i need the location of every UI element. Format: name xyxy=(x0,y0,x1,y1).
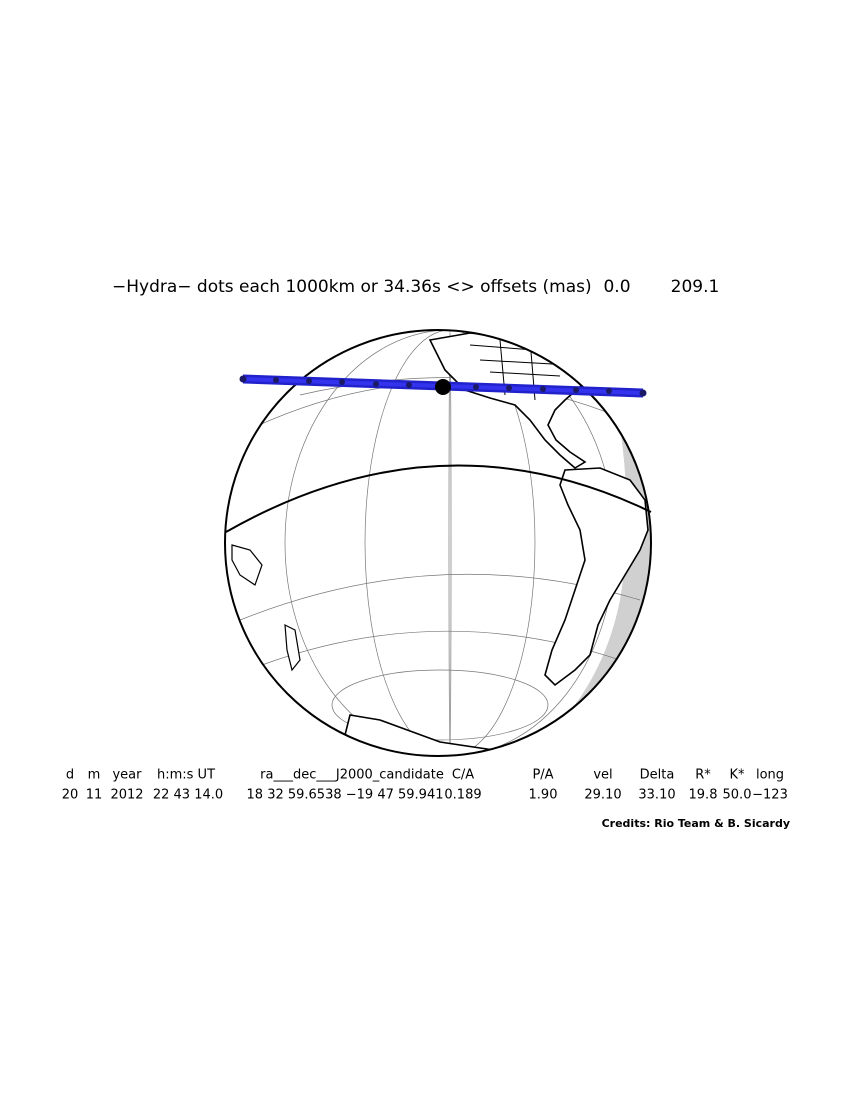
col: h:m:s UT xyxy=(157,768,215,783)
cell: 11 xyxy=(86,788,103,803)
col: C/A xyxy=(452,768,474,783)
cell: −123 xyxy=(752,788,788,803)
cell: 29.10 xyxy=(584,788,621,803)
shadow-path xyxy=(239,374,647,398)
col: long xyxy=(756,768,784,783)
col: P/A xyxy=(532,768,553,783)
col: d xyxy=(66,768,74,783)
offset-y: 209.1 xyxy=(671,277,720,297)
col: year xyxy=(112,768,142,783)
cell: 2012 xyxy=(110,788,143,803)
table-row: 20 11 2012 22 43 14.0 18 32 59.6538 −19 … xyxy=(62,788,788,803)
col: K* xyxy=(729,768,745,783)
cell: 0.189 xyxy=(444,788,481,803)
col: R* xyxy=(695,768,711,783)
col: m xyxy=(88,768,101,783)
col: vel xyxy=(593,768,612,783)
cell: 1.90 xyxy=(529,788,558,803)
title: −Hydra− dots each 1000km or 34.36s <> of… xyxy=(112,277,592,297)
cell: 22 43 14.0 xyxy=(153,788,223,803)
cell: 19.8 xyxy=(689,788,718,803)
cell: 18 32 59.6538 −19 47 59.941 xyxy=(247,788,444,803)
table-header: d m year h:m:s UT ra___dec___J2000_candi… xyxy=(66,768,784,783)
cell: 33.10 xyxy=(638,788,675,803)
col: Delta xyxy=(640,768,675,783)
offset-x: 0.0 xyxy=(603,277,630,297)
credits: Credits: Rio Team & B. Sicardy xyxy=(602,817,790,830)
cell: 20 xyxy=(62,788,79,803)
cell: 50.0 xyxy=(723,788,752,803)
col: ra___dec___J2000_candidate xyxy=(260,768,444,783)
